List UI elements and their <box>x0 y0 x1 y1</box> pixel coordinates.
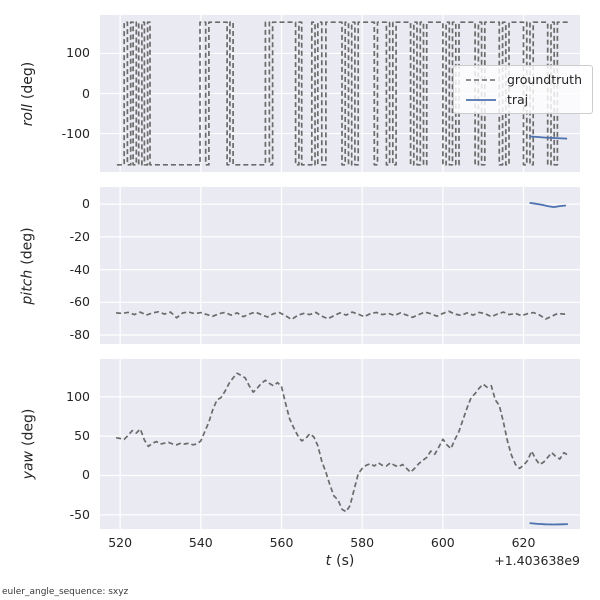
x-tick-label: 520 <box>108 535 133 550</box>
ylabel-roll-var: roll <box>20 103 37 126</box>
series-groundtruth <box>116 310 568 321</box>
y-tick-label: -40 <box>69 261 90 277</box>
series-groundtruth <box>115 372 569 513</box>
y-tick-label: -60 <box>69 294 90 310</box>
x-axis-label-unit: (s) <box>336 553 355 569</box>
series-groundtruth <box>116 21 570 166</box>
legend-entry-traj: traj <box>464 92 582 107</box>
footer-note: euler_angle_sequence: sxyz <box>2 587 129 597</box>
x-tick-label: 580 <box>350 535 375 550</box>
x-axis-label: t (s) <box>100 553 580 569</box>
y-tick-label: 0 <box>82 85 90 101</box>
y-tick-label: 50 <box>74 428 90 444</box>
x-tick-label: 600 <box>430 535 455 550</box>
y-tick-label: -20 <box>69 228 90 244</box>
subplot-pitch: pitch(deg) 0 -20 -40 -60 -80 <box>0 187 600 344</box>
x-tick-label: 560 <box>269 535 294 550</box>
series-traj <box>529 522 568 526</box>
x-tick-label: 620 <box>511 535 536 550</box>
y-tick-label: 100 <box>66 388 90 404</box>
y-tick-label: 0 <box>82 196 90 212</box>
legend-entry-groundtruth: groundtruth <box>464 72 582 87</box>
solid-line-sample-icon <box>465 98 496 101</box>
series-traj <box>529 202 566 209</box>
legend: groundtruth traj <box>452 65 593 114</box>
legend-label-groundtruth: groundtruth <box>506 72 582 87</box>
x-tick-label: 540 <box>188 535 213 550</box>
subplot-yaw: yaw(deg) -50 0 50 100 520 540 560 580 600 620 <box>0 359 600 550</box>
axes-yaw <box>100 359 580 529</box>
series-traj <box>529 135 568 140</box>
x-axis-offset-text: +1.403638e9 <box>494 553 580 568</box>
y-tick-label: 0 <box>82 467 90 483</box>
y-tick-label: -80 <box>69 327 90 342</box>
y-tick-label: 100 <box>66 45 90 61</box>
legend-label-traj: traj <box>506 92 529 107</box>
x-axis-label-var: t <box>325 553 332 569</box>
y-tick-label: -50 <box>69 506 90 522</box>
y-tick-label: -100 <box>61 125 90 141</box>
dashed-line-sample-icon <box>465 78 496 81</box>
subplot-roll: roll(deg) groundtruth traj -100 0 100 <box>0 15 600 172</box>
axes-pitch <box>100 187 580 344</box>
